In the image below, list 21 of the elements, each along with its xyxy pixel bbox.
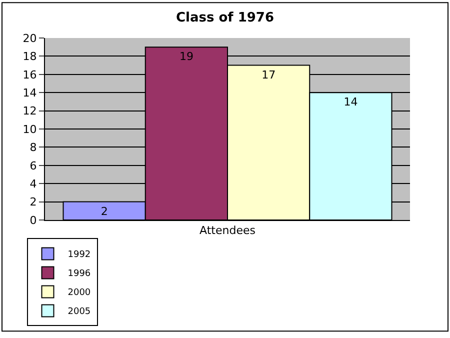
y-tick-label: 16 [22,68,37,82]
y-tick-label: 18 [22,50,37,64]
legend-label: 1992 [68,250,91,260]
y-tick-label: 4 [30,177,37,190]
data-label: 17 [262,68,276,82]
y-tick-label: 12 [22,104,37,118]
legend-label: 2005 [68,307,91,318]
data-label: 19 [179,50,194,64]
y-tick-label: 2 [30,196,37,209]
y-tick-label: 8 [30,141,37,154]
y-tick-label: 10 [22,122,37,136]
legend-label: 2000 [68,288,91,298]
chart-title: Class of 1976 [176,10,274,26]
y-tick-label: 20 [22,32,37,45]
x-tick-label: Attendees [200,224,256,238]
data-label: 14 [344,96,358,109]
data-label: 2 [100,204,108,218]
y-tick-label: 14 [22,86,37,100]
y-tick-label: 6 [30,159,37,172]
y-tick-label: 0 [30,214,37,227]
legend-label: 1996 [68,269,91,280]
